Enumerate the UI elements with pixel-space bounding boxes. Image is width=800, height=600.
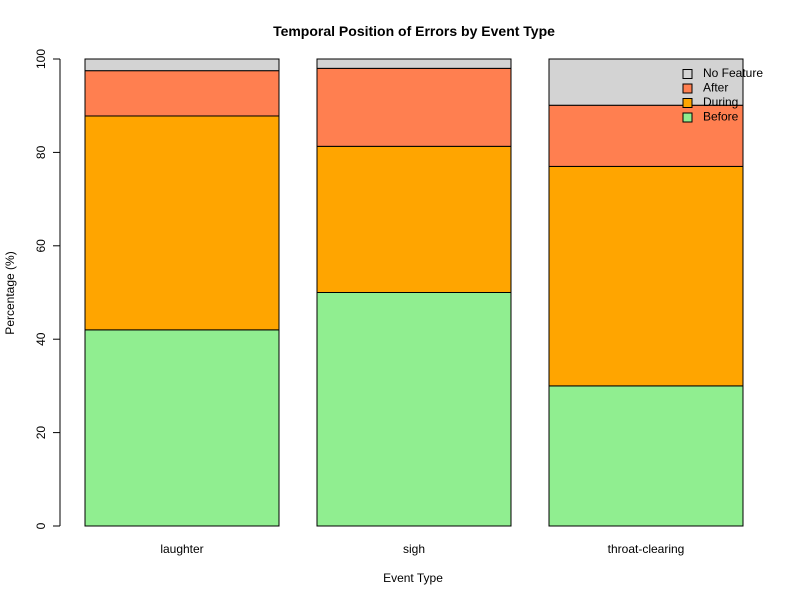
- y-axis: 0 20 40 60 80 100: [34, 49, 61, 529]
- bar-segment-throat-clearing-during: [548, 165, 744, 387]
- bar-segment-laughter-no-feature: [84, 58, 280, 72]
- bar-segment-sigh-during: [316, 145, 512, 293]
- legend-label: No Feature: [703, 66, 763, 80]
- bar-segment-laughter-during: [84, 115, 280, 331]
- legend-label: Before: [703, 110, 739, 124]
- x-tick-label: throat-clearing: [608, 542, 685, 556]
- legend-label: After: [703, 81, 728, 95]
- bar-segment-laughter-after: [84, 70, 280, 117]
- chart-title: Temporal Position of Errors by Event Typ…: [273, 23, 555, 39]
- x-tick-label: sigh: [403, 542, 425, 556]
- y-tick-label: 20: [34, 426, 48, 440]
- y-tick-label: 60: [34, 239, 48, 253]
- x-tick-labels: laughter sigh throat-clearing: [160, 542, 684, 556]
- y-tick-label: 0: [34, 522, 48, 529]
- bar-segment-throat-clearing-after: [548, 104, 744, 167]
- legend-swatch: [682, 83, 693, 94]
- bar-segment-sigh-after: [316, 67, 512, 147]
- y-axis-label: Percentage (%): [3, 251, 17, 334]
- bars-group: [84, 58, 744, 527]
- bar-segment-laughter-before: [84, 329, 280, 527]
- bar-segment-throat-clearing-before: [548, 385, 744, 527]
- y-tick-label: 100: [34, 49, 48, 69]
- x-axis-label: Event Type: [383, 571, 443, 585]
- bar-segment-throat-clearing-no-feature: [548, 58, 744, 106]
- y-tick-label: 40: [34, 332, 48, 346]
- legend-swatch: [682, 112, 693, 123]
- bar-segment-sigh-before: [316, 292, 512, 527]
- legend-swatch: [682, 98, 693, 108]
- legend-swatch: [682, 69, 693, 79]
- legend-label: During: [703, 95, 738, 109]
- y-tick-label: 80: [34, 145, 48, 159]
- x-tick-label: laughter: [160, 542, 203, 556]
- bar-segment-sigh-no-feature: [316, 58, 512, 69]
